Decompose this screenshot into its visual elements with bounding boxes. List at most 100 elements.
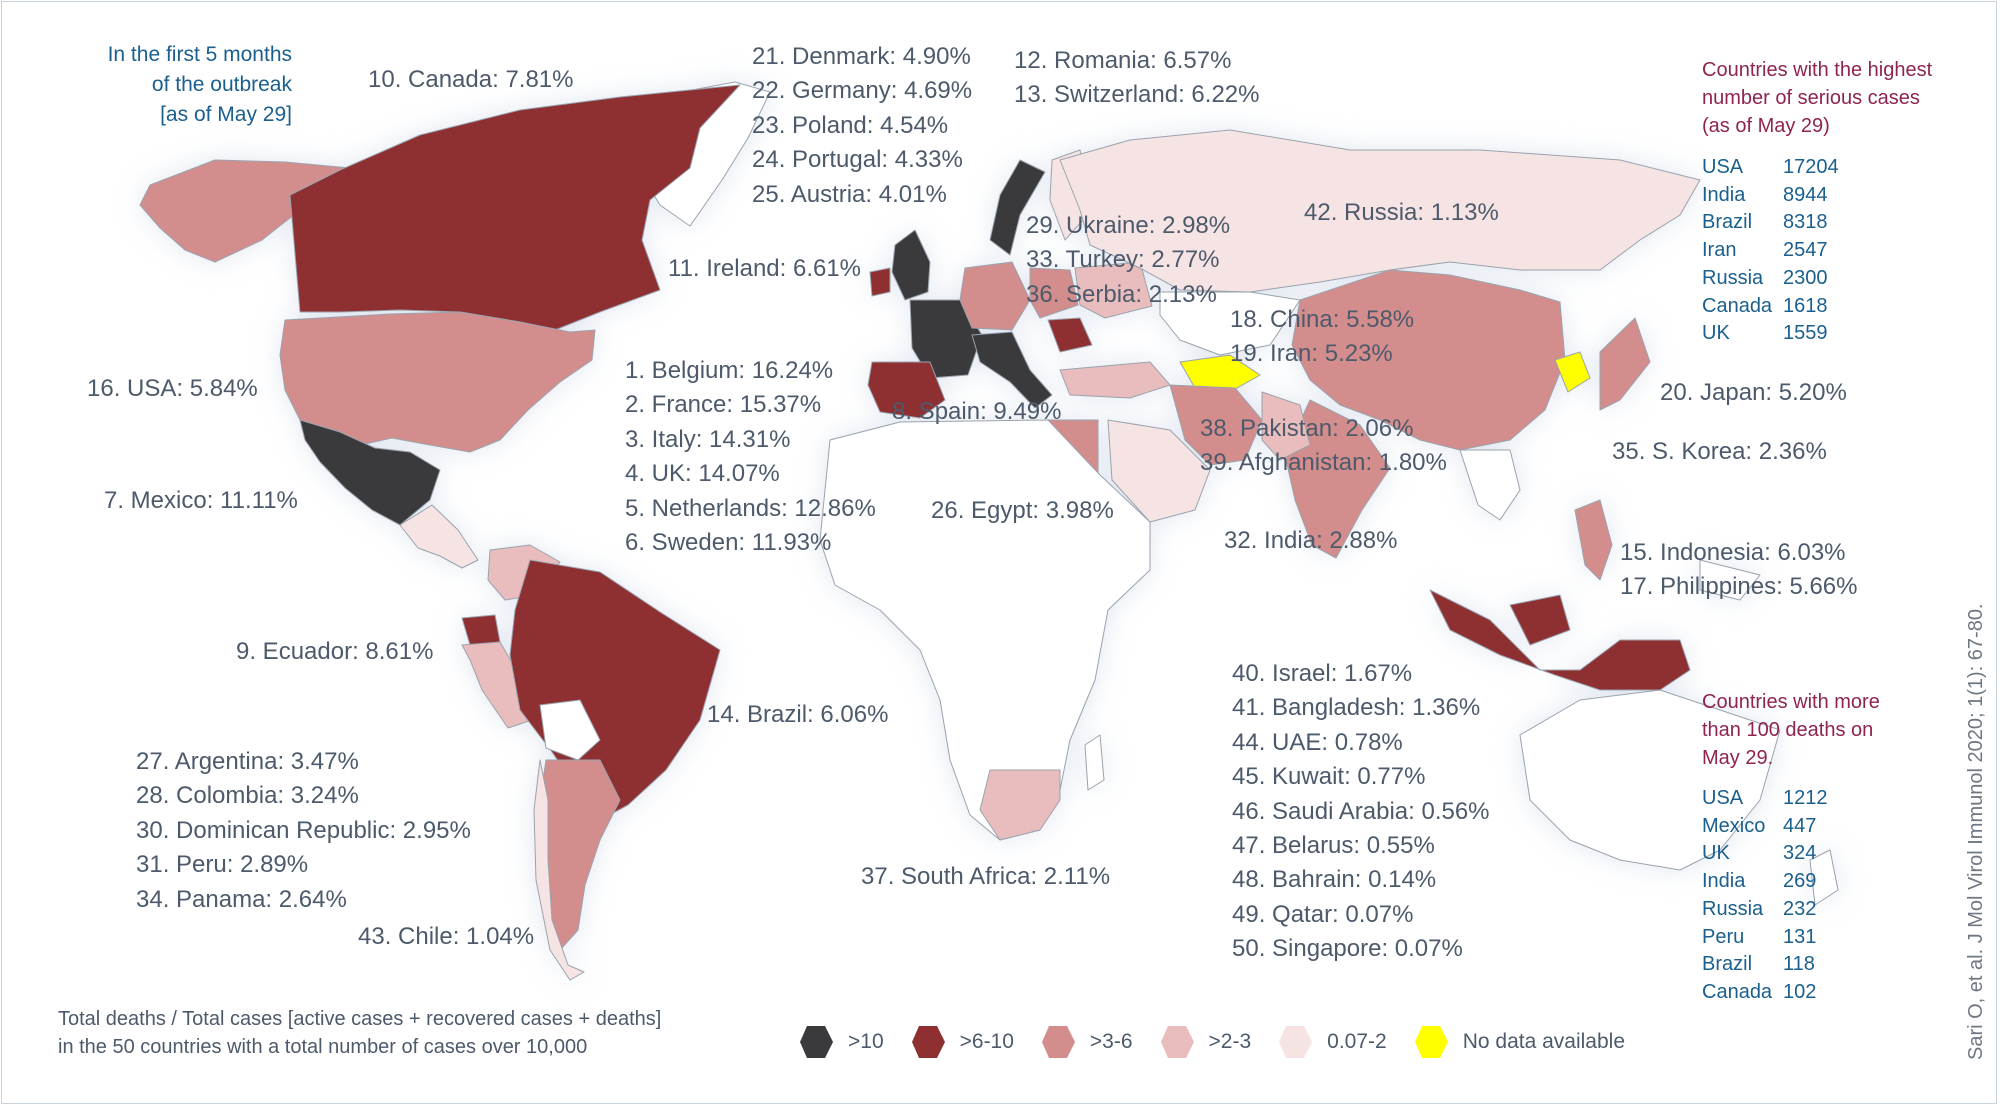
region-turkey [1059, 361, 1171, 399]
legend-label: 0.07-2 [1327, 1030, 1387, 1053]
label-japan: 20. Japan: 5.20% [1660, 379, 1847, 406]
region-kazakhstan [1159, 291, 1301, 356]
country-cell: UK [1702, 842, 1730, 865]
label-spain: 8. Spain: 9.49% [892, 398, 1062, 425]
country-label: 27. Argentina: 3.47% [136, 748, 359, 775]
region-borneo [1509, 594, 1571, 646]
legend-label: >3-6 [1089, 1030, 1133, 1053]
region-south-sea [1699, 559, 1761, 601]
region-scandinavia [989, 159, 1046, 256]
legend-swatch [800, 1026, 833, 1058]
region-mexico [299, 419, 441, 526]
country-label: 6. Sweden: 11.93% [625, 529, 832, 557]
country-label: 33. Turkey: 2.77% [1026, 246, 1220, 274]
value-cell: 1212 [1783, 787, 1828, 809]
country-label: 17. Philippines: 5.66% [1620, 573, 1858, 601]
region-romania [1047, 317, 1093, 353]
country-label: 3. Italy: 14.31% [625, 425, 791, 453]
country-cell: Iran [1702, 239, 1737, 262]
region-turkmenistan [1179, 354, 1261, 393]
value-cell: 232 [1783, 897, 1817, 920]
table-row: UK 324 [1702, 840, 1828, 868]
country-cell: Peru [1702, 925, 1745, 948]
region-arabia [1107, 419, 1211, 523]
label-canada: 10. Canada: 7.81% [368, 66, 574, 93]
country-label: 39. Afghanistan: 1.80% [1200, 449, 1447, 477]
serious-cases-title: Countries with the highest number of ser… [1702, 56, 1932, 140]
legend-item: >6-10 [911, 1024, 1014, 1060]
region-philippines [1574, 499, 1613, 581]
country-label: 19. Iran: 5.23% [1230, 340, 1393, 368]
region-poland [1029, 267, 1079, 319]
region-new-zealand [1809, 849, 1839, 906]
table-row: Russia 2300 [1702, 265, 1839, 293]
country-label: 49. Qatar: 0.07% [1232, 900, 1414, 928]
legend-label: >2-3 [1208, 1030, 1252, 1053]
value-cell: 17204 [1783, 156, 1839, 178]
legend-swatch [911, 1026, 945, 1058]
legend-swatch [1414, 1026, 1448, 1058]
region-pakistan [1261, 391, 1311, 461]
country-cell: Mexico [1702, 814, 1766, 837]
region-bolivia [539, 699, 601, 761]
country-label: 50. Singapore: 0.07% [1232, 935, 1463, 963]
legend-item: No data available [1414, 1024, 1625, 1060]
region-alaska [139, 159, 351, 263]
title-line: May 29. [1702, 747, 1774, 769]
title-line: (as of May 29) [1702, 115, 1830, 137]
value-cell: 8944 [1783, 183, 1828, 206]
label-egypt: 26. Egypt: 3.98% [931, 497, 1114, 524]
citation: Sari O, et al. J Mol Virol Immunol 2020;… [1965, 603, 1987, 1061]
country-label: 1. Belgium: 16.24% [625, 357, 834, 384]
value-cell: 2547 [1783, 239, 1828, 262]
label-ireland: 11. Ireland: 6.61% [668, 255, 862, 282]
country-cell: USA [1702, 156, 1744, 178]
table-row: Mexico 447 [1702, 813, 1828, 841]
title-line: of the outbreak [151, 73, 292, 96]
country-cell: Russia [1702, 266, 1764, 289]
country-label: 48. Bahrain: 0.14% [1232, 866, 1437, 894]
label-group-romania: 12. Romania: 6.57% 13. Switzerland: 6.22… [1014, 44, 1259, 113]
region-japan [1599, 317, 1651, 411]
region-australia [1519, 689, 1781, 871]
region-ecuador [461, 614, 501, 646]
footnote: Total deaths / Total cases [active cases… [58, 1005, 661, 1061]
footnote-line: in the 50 countries with a total number … [58, 1036, 588, 1058]
value-cell: 2300 [1783, 266, 1828, 289]
table-row: Russia 232 [1702, 896, 1828, 924]
country-label: 38. Pakistan: 2.06% [1200, 415, 1414, 442]
country-label: 45. Kuwait: 0.77% [1232, 763, 1426, 791]
country-cell: Russia [1702, 897, 1764, 920]
table-row: Peru 131 [1702, 924, 1828, 952]
serious-cases-table: USA 17204 India 8944 Brazil 8318 Iran 2547 Russi… [1702, 154, 1839, 348]
footnote-line: Total deaths / Total cases [active cases… [58, 1008, 662, 1030]
country-cell: Canada [1702, 294, 1773, 317]
legend-item: 0.07-2 [1279, 1024, 1387, 1060]
region-chile [533, 759, 585, 981]
country-label: 23. Poland: 4.54% [752, 111, 949, 139]
label-ecuador: 9. Ecuador: 8.61% [236, 638, 434, 665]
country-label: 31. Peru: 2.89% [136, 851, 309, 879]
country-label: 22. Germany: 4.69% [752, 77, 973, 105]
table-row: USA 17204 [1702, 154, 1839, 182]
legend-swatch [1279, 1026, 1313, 1058]
country-cell: India [1702, 183, 1746, 206]
region-china [1291, 269, 1566, 451]
title-line: Countries with more [1702, 691, 1880, 713]
region-central-america [399, 504, 479, 569]
region-peru [461, 641, 533, 729]
country-label: 2. France: 15.37% [625, 391, 822, 419]
table-row: Canada 1618 [1702, 293, 1839, 321]
country-cell: Brazil [1702, 953, 1753, 976]
region-italy [971, 331, 1053, 409]
map-legend: >10 >6-10 >3-6 >2-3 0.07-2 No data available [800, 1024, 1653, 1060]
region-iran [1169, 384, 1263, 466]
country-label: 46. Saudi Arabia: 0.56% [1232, 797, 1490, 825]
region-southeast-asia [1459, 449, 1521, 521]
title-line: than 100 deaths on [1702, 719, 1874, 741]
region-uk [891, 229, 931, 301]
table-row: USA 1212 [1702, 785, 1828, 813]
country-label: 24. Portugal: 4.33% [752, 146, 963, 174]
table-row: UK 1559 [1702, 320, 1839, 348]
